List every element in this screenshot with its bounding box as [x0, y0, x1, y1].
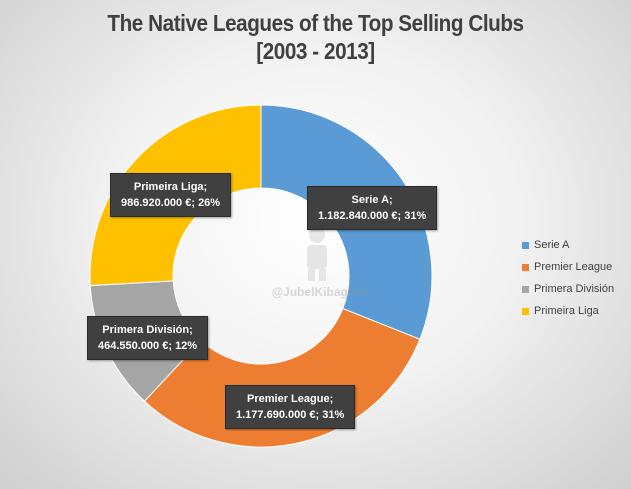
chart-subtitle: [2003 - 2013] — [256, 38, 375, 64]
legend-item-primeira-liga: Primeira Liga — [522, 300, 614, 322]
legend-label: Primeira Liga — [534, 305, 599, 317]
data-label-primeira-liga: Primeira Liga; 986.920.000 €; 26% — [110, 173, 232, 217]
legend-item-serie-a: Serie A — [522, 234, 614, 256]
watermark-text: @JubelKibagahê — [271, 285, 369, 299]
legend-item-premier-league: Premier League — [522, 256, 614, 278]
data-label-name: Primeira Liga; — [133, 181, 208, 193]
legend-label: Premier League — [534, 261, 613, 273]
data-label-name: Premier League; — [247, 393, 334, 405]
data-label-value: 1.177.690.000 €; 31% — [236, 409, 345, 421]
watermark-mascot-icon — [300, 225, 334, 283]
chart-title: The Native Leagues of the Top Selling Cl… — [107, 10, 524, 36]
legend-swatch — [522, 263, 529, 271]
data-label-premier-league: Premier League; 1.177.690.000 €; 31% — [225, 385, 356, 429]
legend: Serie A Premier League Primera División … — [522, 234, 614, 322]
data-label-value: 1.182.840.000 €; 31% — [318, 210, 427, 222]
data-label-name: Serie A; — [351, 194, 393, 206]
legend-swatch — [522, 307, 529, 315]
legend-swatch — [522, 285, 529, 293]
legend-label: Serie A — [534, 239, 570, 251]
data-label-serie-a: Serie A; 1.182.840.000 €; 31% — [307, 186, 438, 230]
data-label-value: 464.550.000 €; 12% — [98, 340, 198, 352]
legend-swatch — [522, 241, 529, 249]
data-label-value: 986.920.000 €; 26% — [121, 197, 221, 209]
data-label-primera-division: Primera División; 464.550.000 €; 12% — [87, 316, 209, 360]
legend-item-primera-division: Primera División — [522, 278, 614, 300]
data-label-name: Primera División; — [102, 324, 193, 336]
legend-label: Primera División — [534, 283, 615, 295]
